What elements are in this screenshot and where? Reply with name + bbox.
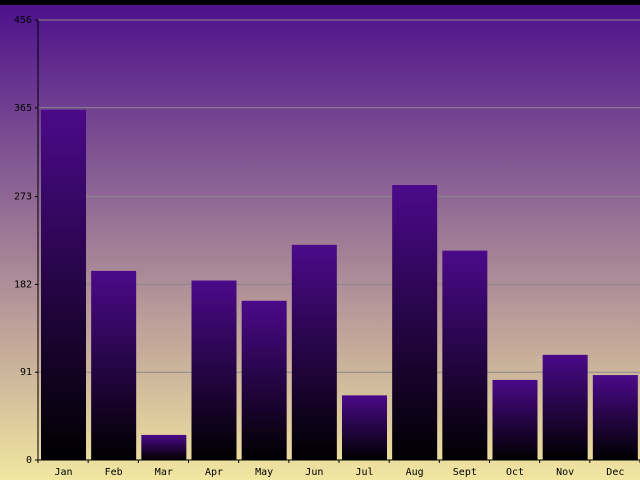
x-tick-label: Jun: [305, 467, 323, 478]
top-band: [0, 0, 640, 5]
x-tick-label: Apr: [205, 467, 223, 478]
x-tick-label: Aug: [406, 467, 424, 478]
x-tick-label: Jul: [355, 467, 373, 478]
x-tick-label: Jan: [54, 467, 72, 478]
x-tick-label: Oct: [506, 467, 524, 478]
y-tick-label: 365: [14, 103, 32, 114]
y-tick-labels: 0 91 182 273 365 456: [14, 15, 32, 466]
x-tick-label: Feb: [105, 467, 123, 478]
bar-may: [241, 300, 287, 460]
bar-mar: [141, 434, 187, 460]
x-tick-label: Sept: [453, 467, 477, 478]
bar-jun: [291, 244, 337, 460]
x-tick-label: Nov: [556, 467, 574, 478]
axes: [35, 19, 640, 463]
x-tick-labels: Jan Feb Mar Apr May Jun Jul Aug Sept Oct Nov Dec: [54, 467, 624, 478]
bar-nov: [542, 354, 588, 460]
bar-feb: [91, 270, 137, 460]
bar-sept: [442, 250, 488, 460]
bar-dec: [592, 375, 638, 460]
bar-aug: [392, 185, 438, 460]
y-tick-label: 456: [14, 15, 32, 26]
bar-jul: [342, 395, 387, 460]
y-tick-label: 273: [14, 192, 32, 203]
x-tick-label: May: [255, 467, 273, 478]
bar-jan: [41, 109, 86, 460]
gridlines: [38, 19, 640, 373]
y-tick-label: 182: [14, 279, 32, 290]
bars: [41, 109, 638, 460]
x-tick-label: Mar: [155, 467, 173, 478]
y-tick-label: 0: [26, 455, 32, 466]
x-tick-label: Dec: [606, 467, 624, 478]
y-tick-label: 91: [20, 367, 32, 378]
bar-apr: [191, 280, 237, 460]
bar-oct: [492, 379, 538, 460]
